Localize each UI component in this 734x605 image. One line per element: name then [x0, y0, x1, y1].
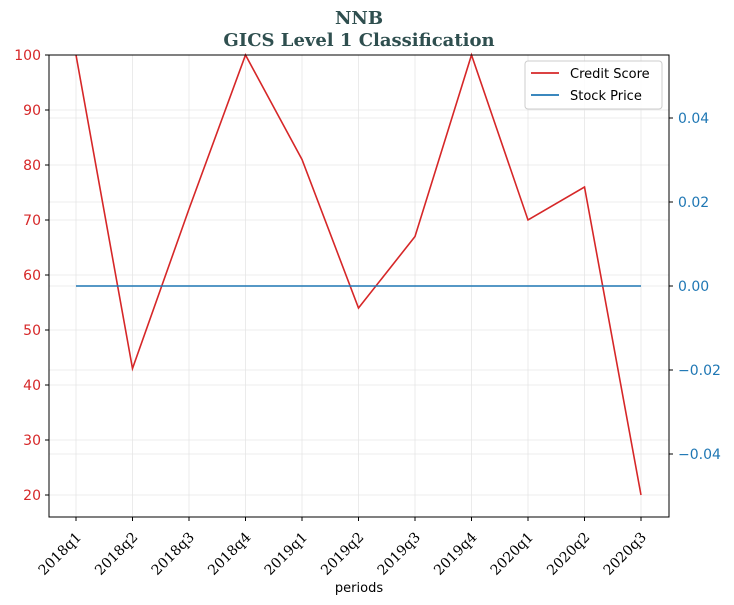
x-axis-label: periods — [335, 581, 383, 596]
legend: Credit Score Stock Price — [524, 60, 663, 110]
left-tick-label: 100 — [14, 48, 41, 64]
x-tick-label: 2020q1 — [488, 530, 537, 579]
left-tick-label: 70 — [23, 213, 41, 229]
x-tick-label: 2019q4 — [431, 529, 480, 578]
chart-title: NNB — [335, 8, 383, 29]
legend-label: Stock Price — [570, 89, 642, 104]
x-tick-label: 2020q2 — [544, 530, 593, 579]
x-tick-label: 2018q4 — [205, 529, 254, 578]
right-tick-label: 0.02 — [678, 195, 709, 211]
left-tick-label: 40 — [23, 378, 41, 394]
x-tick-label: 2018q3 — [149, 530, 198, 579]
x-tick-label: 2019q3 — [375, 530, 424, 579]
right-tick-label: 0.00 — [678, 279, 709, 295]
left-tick-label: 20 — [23, 488, 41, 504]
left-tick-label: 80 — [23, 158, 41, 174]
right-tick-label: −0.04 — [678, 447, 721, 463]
x-tick-label: 2018q1 — [36, 530, 85, 579]
left-tick-label: 30 — [23, 433, 41, 449]
legend-label: Credit Score — [570, 67, 650, 82]
x-tick-label: 2019q1 — [262, 530, 311, 579]
left-tick-label: 90 — [23, 103, 41, 119]
x-tick-label: 2018q2 — [92, 530, 141, 579]
right-tick-label: −0.02 — [678, 363, 721, 379]
x-tick-label: 2020q3 — [601, 530, 650, 579]
left-tick-label: 50 — [23, 323, 41, 339]
axes: 20 30 40 50 60 70 80 90 100 0.04 0.02 0.00 −0.02 −0.0… — [14, 48, 721, 579]
chart-subtitle: GICS Level 1 Classification — [223, 30, 494, 51]
legend-box — [524, 60, 663, 110]
left-tick-label: 60 — [23, 268, 41, 284]
x-tick-label: 2019q2 — [318, 530, 367, 579]
right-tick-label: 0.04 — [678, 111, 709, 127]
